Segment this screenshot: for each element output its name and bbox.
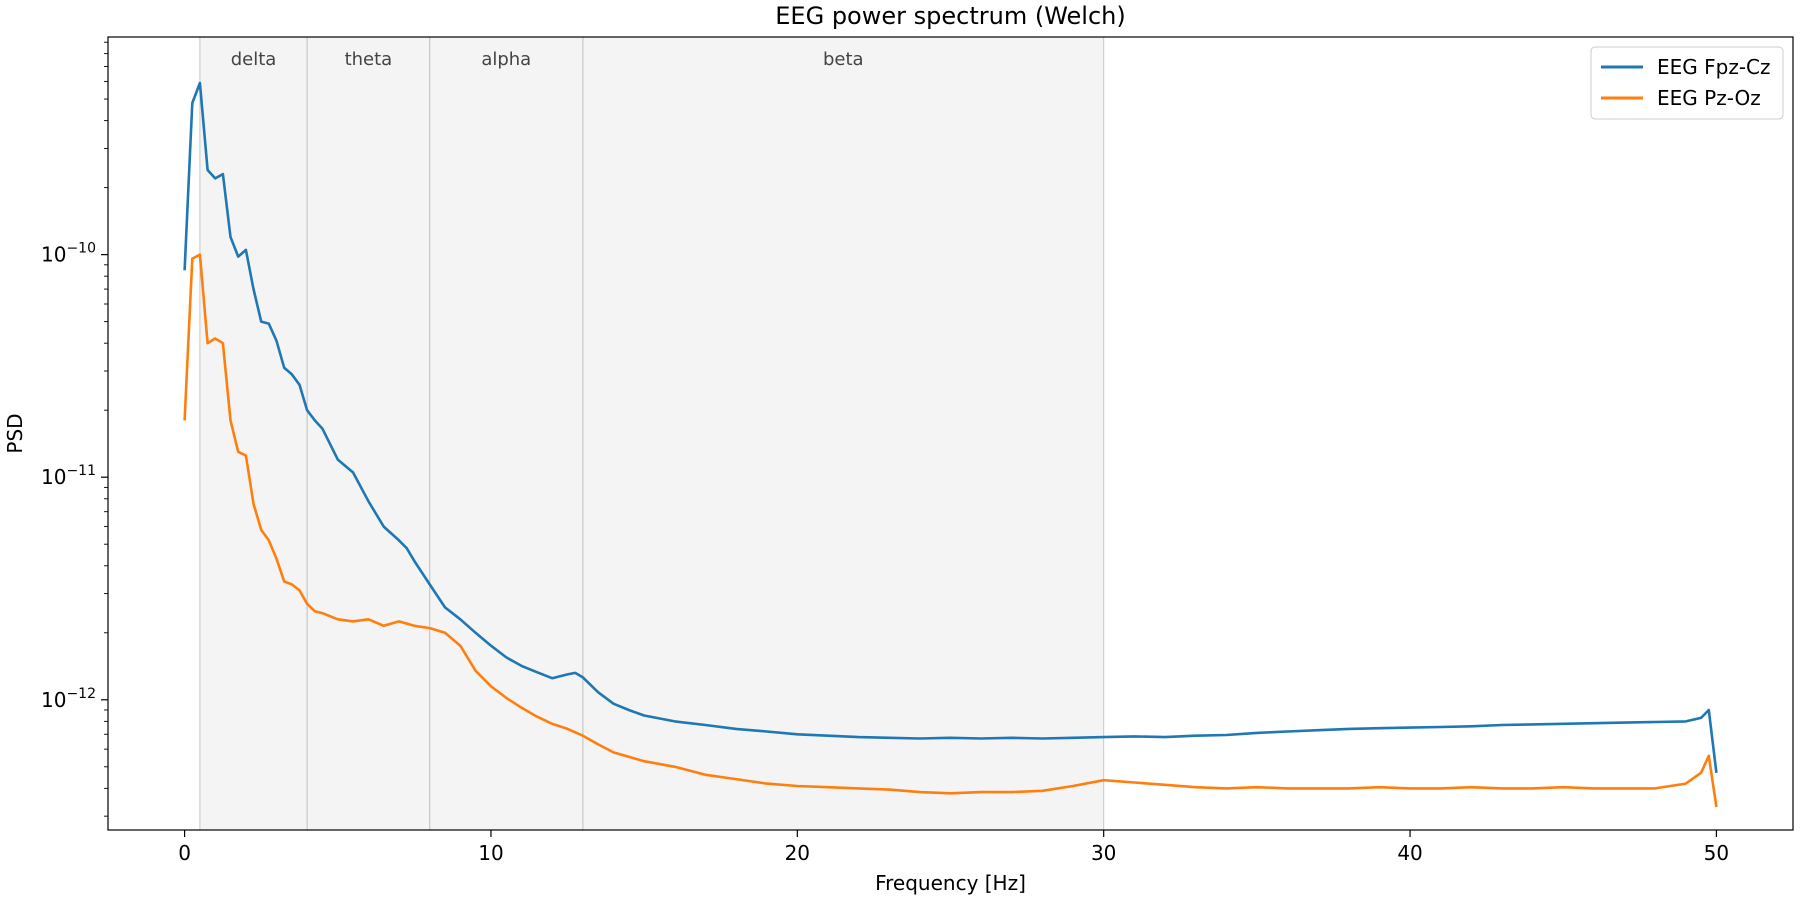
legend-label-fpz-cz: EEG Fpz-Cz: [1657, 55, 1771, 79]
y-axis-label: PSD: [3, 413, 27, 453]
band-delta: [199, 36, 308, 831]
y-tick-label: 10−10: [41, 241, 96, 267]
x-tick-label-30: 30: [1091, 841, 1116, 865]
series-line-0: [183, 81, 1718, 773]
x-axis: 0 10 20 30 40 50: [178, 830, 1729, 865]
x-axis-label: Frequency [Hz]: [875, 871, 1026, 895]
band-alpha: [429, 36, 584, 831]
band-theta: [306, 36, 431, 831]
plot-frame: [107, 36, 1794, 831]
y-tick-label: 10−11: [41, 463, 96, 489]
series-lines: [183, 81, 1718, 808]
chart-title: EEG power spectrum (Welch): [775, 2, 1125, 30]
y-tick-label: 10−12: [41, 686, 96, 712]
band-beta: [582, 36, 1105, 831]
legend-label-pz-oz: EEG Pz-Oz: [1657, 86, 1761, 110]
x-tick-label-10: 10: [478, 841, 503, 865]
band-label-alpha: alpha: [481, 49, 531, 70]
band-label-beta: beta: [823, 49, 864, 70]
x-tick-label-40: 40: [1397, 841, 1422, 865]
x-tick-label-20: 20: [785, 841, 810, 865]
legend-box: [1590, 46, 1784, 120]
frequency-bands: delta theta alpha beta: [199, 36, 1105, 831]
legend: EEG Fpz-Cz EEG Pz-Oz: [1590, 46, 1784, 120]
band-label-theta: theta: [345, 49, 393, 70]
y-axis: 10−12 10−11 10−10: [41, 41, 108, 817]
x-tick-label-0: 0: [178, 841, 191, 865]
series-line-1: [183, 253, 1718, 808]
x-tick-label-50: 50: [1704, 841, 1729, 865]
band-label-delta: delta: [231, 49, 277, 70]
